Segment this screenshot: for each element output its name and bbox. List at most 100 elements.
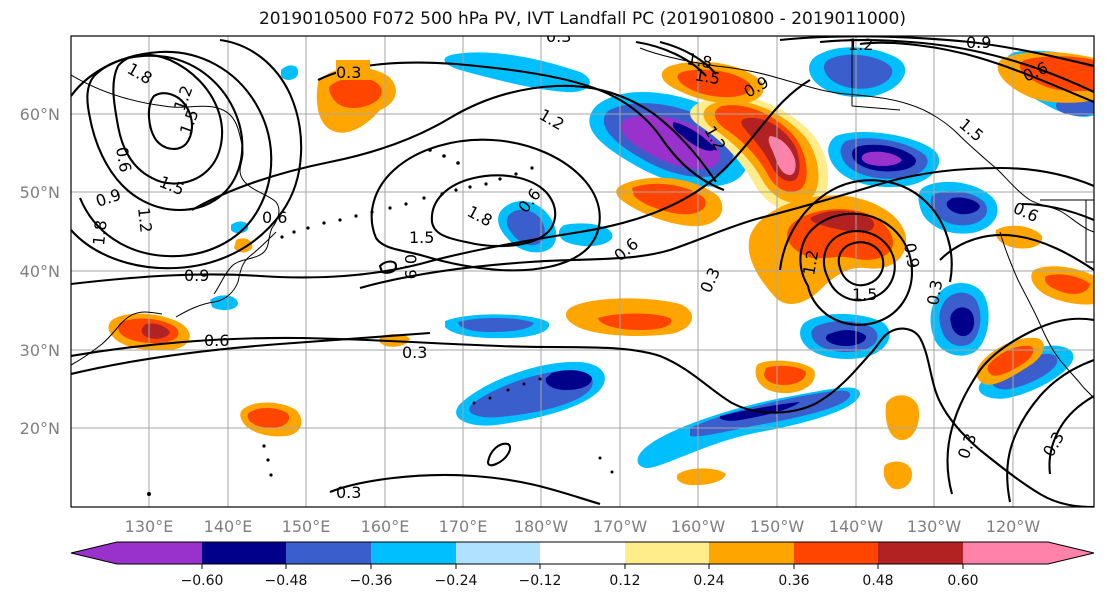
contour-lines: [71, 36, 1094, 507]
positive-anomaly-area: [1044, 274, 1090, 294]
contour-label: 0.3: [923, 278, 946, 306]
latitude-ticks: 60°N 50°N 40°N 30°N 20°N: [20, 105, 60, 438]
contour-line-closed-small: [486, 442, 512, 467]
negative-anomaly-area: [210, 295, 238, 311]
contour-label: 0.3: [402, 343, 427, 362]
lon-tick-label: 120°W: [986, 517, 1041, 536]
lon-tick-label: 150°E: [282, 517, 331, 536]
lon-tick-label: 170°W: [593, 517, 648, 536]
negative-anomaly-area: [824, 54, 893, 89]
contour-line-0.3: [946, 317, 1094, 495]
colorbar-tick-label: −0.36: [350, 573, 393, 589]
lat-tick-label: 40°N: [20, 262, 60, 281]
map-content: 0.3 1.8 1.2 1.5 0.6 1.5 0.9 1.2 1.8 0.6 …: [71, 27, 1094, 507]
contour-label: 0.6: [262, 208, 287, 227]
negative-anomaly-area: [281, 65, 299, 80]
positive-anomaly-area: [234, 238, 253, 253]
colorbar-segment: [540, 542, 625, 564]
contour-label: 1.5: [409, 228, 434, 247]
lon-tick-label: 160°E: [361, 517, 410, 536]
negative-anomaly-area: [672, 122, 716, 151]
positive-anomaly-area: [883, 461, 912, 490]
contour-label: 0.9: [401, 254, 420, 279]
negative-anomaly-area: [506, 209, 545, 246]
contour-line-1.5: [859, 41, 1094, 103]
contour-label: 1.2: [799, 248, 822, 276]
negative-anomaly-area: [620, 115, 720, 170]
contour-line-0.3: [317, 61, 725, 191]
colorbar-tick-label: 0.24: [693, 573, 724, 589]
negative-anomaly-area: [231, 221, 249, 234]
colorbar-tick-label: −0.12: [519, 573, 562, 589]
contour-line-1.8: [430, 174, 557, 248]
colorbar-segment: [709, 542, 794, 564]
contour-label: 0.3: [546, 27, 571, 46]
colorbar-segment: [286, 542, 371, 564]
contour-line-0.9: [778, 179, 953, 283]
colorbar-extend-low: [71, 542, 117, 564]
figure-title: 2019010500 F072 500 hPa PV, IVT Landfall…: [258, 9, 906, 29]
contour-label: 0.9: [966, 33, 991, 52]
positive-anomaly-area: [987, 345, 1034, 376]
contour-line-2.1: [147, 92, 194, 150]
contour-line-1.8: [112, 53, 224, 185]
colorbar-tick-label: 0.48: [862, 573, 893, 589]
contour-line-0.9: [71, 38, 303, 270]
colorbar: −0.60 −0.48 −0.36 −0.24 −0.12 0.12 0.24 …: [70, 541, 1095, 589]
contour-line-1.8: [837, 241, 885, 287]
colorbar-segment: [371, 542, 456, 564]
contour-line-1.2: [819, 39, 1094, 93]
positive-anomaly-area: [768, 136, 796, 176]
coastline-alaska-interior: [851, 40, 901, 111]
map-frame: [70, 35, 1095, 508]
contour-label: 0.6: [204, 331, 229, 350]
contour-line-1.2: [191, 84, 717, 211]
colorbar-extend-high: [1048, 542, 1094, 564]
contour-line-0.3: [1006, 359, 1094, 503]
positive-anomaly-area: [676, 468, 726, 486]
positive-anomaly-area: [598, 313, 672, 330]
contour-label: 1.5: [693, 65, 721, 88]
colorbar-tick-label: 0.60: [947, 573, 978, 589]
positive-anomaly-area: [764, 365, 806, 385]
colorbar-segment: [456, 542, 540, 564]
lon-tick-label: 180°W: [514, 517, 569, 536]
coastline-northeast-asia: [71, 74, 280, 295]
colorbar-segment: [202, 542, 286, 564]
lon-tick-label: 150°W: [750, 517, 805, 536]
colorbar-ticks: [201, 564, 964, 569]
contour-line-0.6: [71, 331, 431, 376]
contour-line-0.6: [359, 166, 1094, 290]
positive-anomaly-area: [810, 210, 875, 232]
negative-anomaly-area: [458, 317, 534, 332]
contour-line-0.9: [779, 36, 1094, 68]
colorbar-tick-label: −0.60: [181, 573, 224, 589]
colorbar-segment: [625, 542, 709, 564]
positive-anomaly-area: [329, 77, 382, 108]
negative-anomaly-area: [950, 307, 975, 337]
contour-line-1.5: [370, 138, 601, 272]
lon-tick-label: 160°W: [671, 517, 726, 536]
negative-anomaly-area: [992, 353, 1058, 390]
contour-label: 0.3: [336, 483, 361, 502]
contour-label: 1.8: [685, 49, 713, 72]
coastline-west-coast: [999, 231, 1094, 399]
positive-anomaly-area: [1019, 56, 1094, 92]
lat-tick-label: 20°N: [20, 419, 60, 438]
negative-anomaly-area: [444, 52, 590, 93]
contour-label: 0.3: [336, 63, 361, 82]
lon-tick-label: 170°E: [439, 517, 488, 536]
positive-anomaly-area: [885, 395, 920, 440]
colorbar-outline: [70, 541, 1095, 565]
positive-anomaly-area: [677, 69, 751, 98]
coastline-china: [71, 311, 163, 366]
coastline-canada-border: [1040, 199, 1094, 263]
lon-tick-label: 130°E: [125, 517, 174, 536]
negative-anomaly-area: [861, 151, 902, 166]
contour-label: 0.6: [112, 145, 135, 173]
lat-tick-label: 50°N: [20, 183, 60, 202]
graticule: [71, 36, 1094, 507]
coastline-japan: [175, 231, 277, 318]
lat-tick-label: 30°N: [20, 341, 60, 360]
